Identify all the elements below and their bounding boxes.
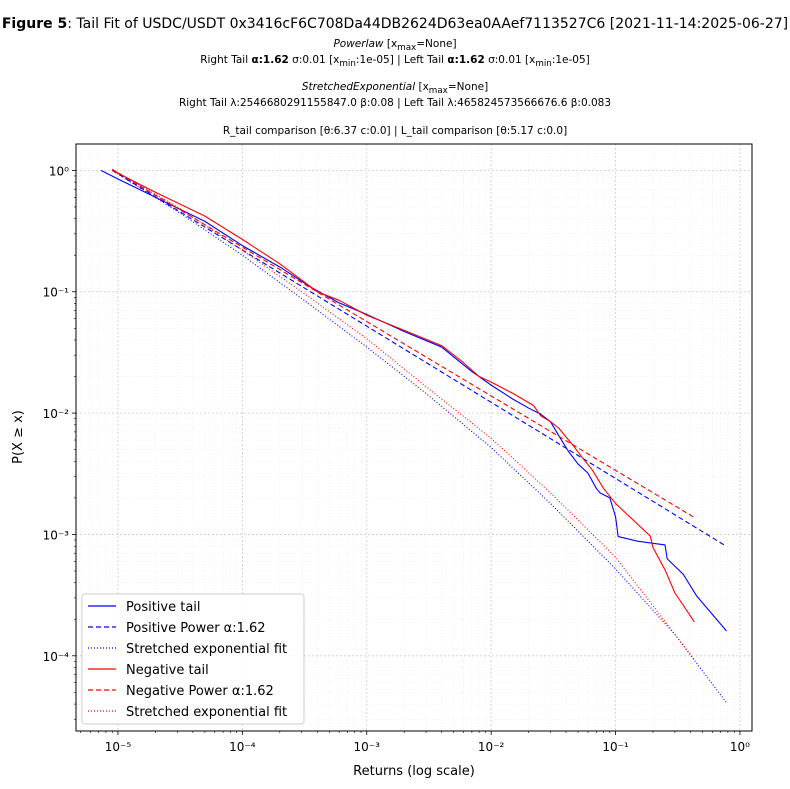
chart-title: Figure 5: Tail Fit of USDC/USDT 0x3416cF… (0, 16, 790, 32)
legend-label-5: Negative Power α:1.62 (126, 684, 274, 699)
pl-left-sigma: σ:0.01 [x (484, 54, 536, 66)
stretched-exp-params: Right Tail λ:2546680291155847.0 β:0.08 |… (178, 97, 612, 109)
legend-label-4: Negative tail (126, 663, 209, 678)
legend-label-1: Positive tail (126, 600, 201, 615)
title-text: : Tail Fit of USDC/USDT 0x3416cF6C708Da4… (67, 16, 789, 32)
pl-right-alpha: 1.62 (262, 54, 289, 66)
tail-comparison: R_tail comparison [θ:6.37 c:0.0] | L_tai… (222, 125, 568, 137)
powerlaw-xmax-open: [x (386, 38, 398, 50)
x-axis-label: Returns (log scale) (353, 764, 475, 779)
y-tick-label: 10⁻² (43, 407, 70, 421)
legend-label-6: Stretched exponential fit (126, 705, 287, 720)
pl-right-xmin: :1e-05] | Left Tail (355, 54, 448, 66)
pl-right-sigma: σ:0.01 [x (288, 54, 340, 66)
powerlaw-xmax-sub: max (397, 43, 417, 54)
x-tick-label: 10⁻⁵ (105, 740, 132, 754)
se-xmax-open: [x (418, 81, 429, 93)
se-xmax-value: =None] (447, 81, 489, 93)
stretched-exp-heading: StretchedExponential [xmax=None] (0, 81, 790, 96)
x-tick-label: 10⁻² (478, 740, 505, 754)
series-line-3 (111, 169, 727, 704)
series-line-6 (111, 168, 695, 660)
x-tick-label: 10⁻⁴ (229, 740, 256, 754)
pl-right-label: Right Tail (200, 54, 252, 66)
powerlaw-xmax-value: =None] (416, 38, 457, 50)
series-line-1 (100, 169, 727, 632)
y-axis-label: P(X ≥ x) (11, 410, 26, 464)
x-tick-label: 10⁻¹ (602, 740, 629, 754)
series-line-4 (112, 169, 695, 623)
series-line-5 (111, 168, 695, 518)
y-tick-label: 10⁻⁴ (43, 650, 70, 664)
powerlaw-params: Right Tail α:1.62 σ:0.01 [xmin:1e-05] | … (0, 54, 790, 69)
pl-right-alpha-sym: α: (251, 54, 263, 66)
powerlaw-heading: Powerlaw [xmax=None] (0, 38, 790, 53)
legend-box (81, 593, 305, 725)
se-xmax-sub: max (428, 86, 448, 97)
legend-label-2: Positive Power α:1.62 (126, 621, 266, 636)
pl-left-alpha-sym: α: (447, 54, 459, 66)
plot-frame (75, 143, 753, 732)
x-tick-label: 10⁰ (730, 740, 750, 754)
axis-ticks: 10⁻⁵ 10⁻⁴ 10⁻³ 10⁻² 10⁻¹ 10⁰ 10⁻⁴ 10⁻³ 10⁻² 10⁻¹ 1… (43, 164, 751, 754)
figure-label: Figure 5 (1, 16, 68, 32)
y-tick-label: 10⁰ (49, 164, 69, 178)
legend-label-3: Stretched exponential fit (126, 642, 287, 657)
pl-right-xmin-sub: min (339, 59, 356, 70)
x-tick-label: 10⁻³ (354, 740, 381, 754)
series-group (100, 168, 727, 704)
se-name: StretchedExponential (301, 81, 416, 93)
y-tick-label: 10⁻³ (43, 528, 70, 542)
pl-left-xmin-sub: min (535, 59, 552, 70)
pl-left-xmin: :1e-05] (551, 54, 590, 66)
powerlaw-name: Powerlaw (333, 38, 384, 50)
pl-left-alpha: 1.62 (458, 54, 485, 66)
legend: Positive tail Positive Power α:1.62 Stretc… (81, 593, 305, 725)
y-tick-label: 10⁻¹ (43, 286, 70, 300)
